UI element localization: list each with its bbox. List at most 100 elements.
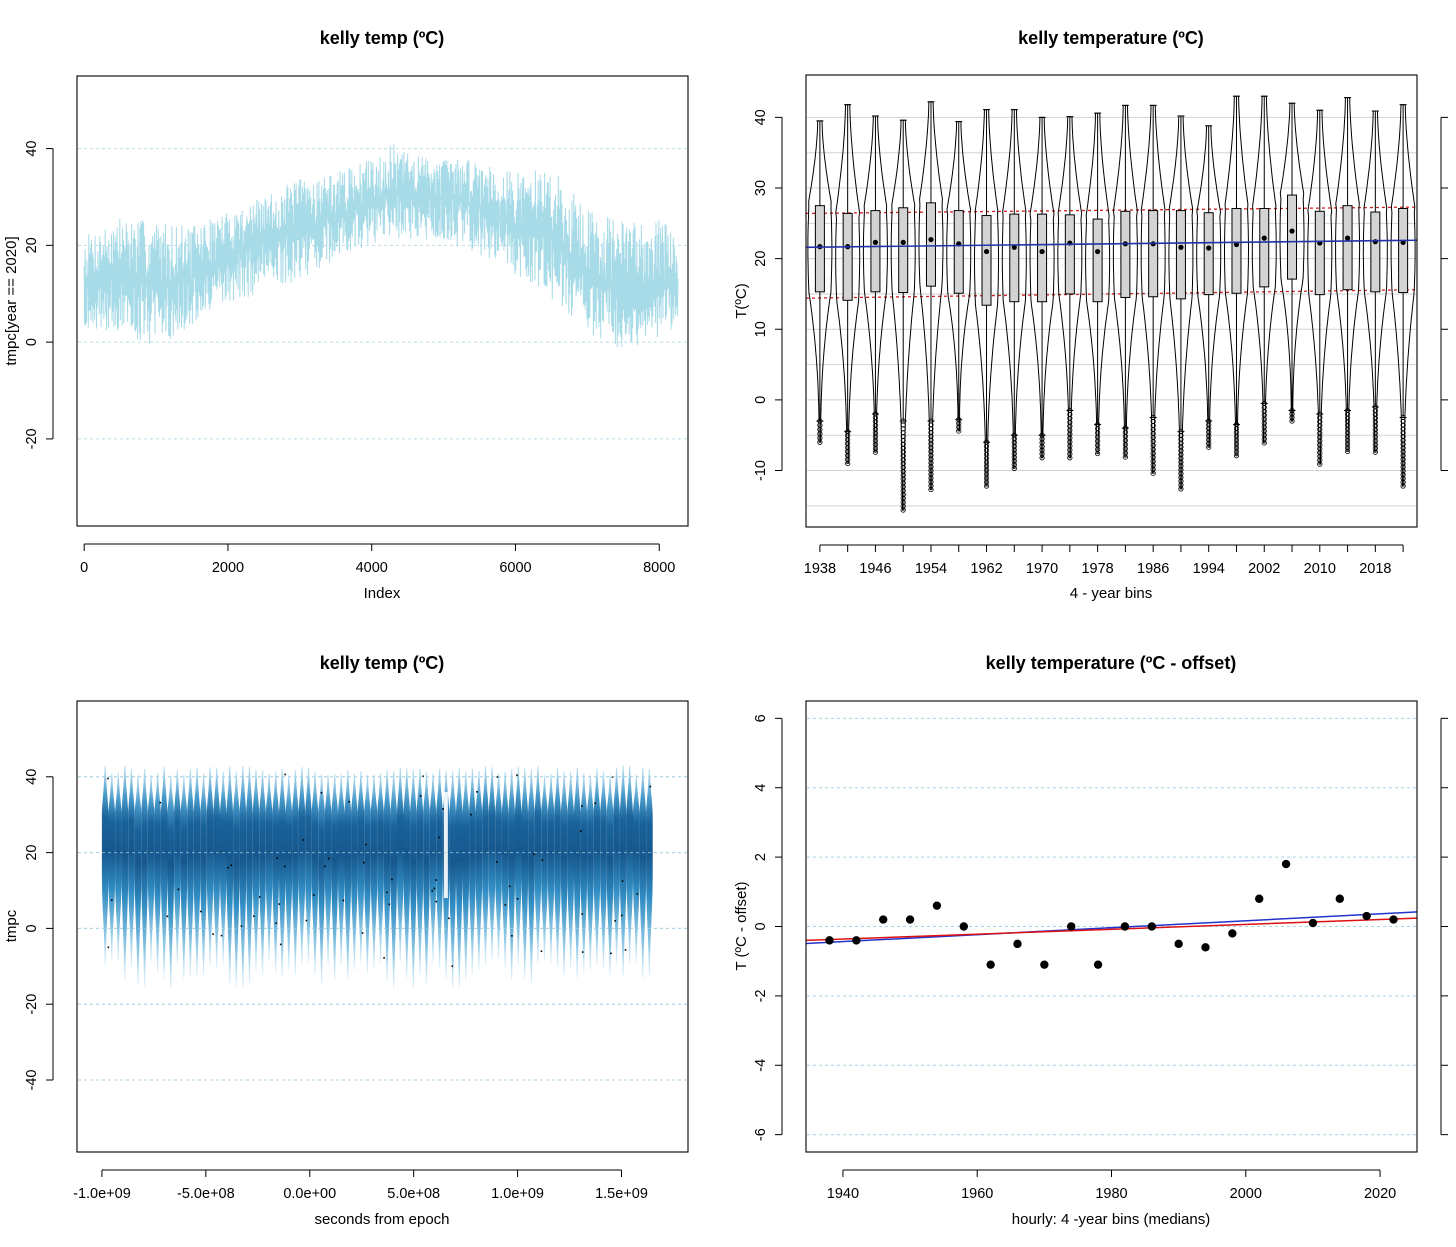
panel-2-outlier (983, 459, 990, 465)
panel-2-outlier (1317, 415, 1323, 421)
panel-3-point (620, 914, 623, 917)
panel-2-outlier (1067, 451, 1073, 457)
panel-2-outlier (1317, 461, 1323, 467)
panel-2-outlier (1178, 486, 1184, 492)
panel-2-outlier (1150, 430, 1156, 437)
panel-2-box (1314, 210, 1325, 296)
panel-3-density-spike (187, 769, 194, 976)
panel-3-point (110, 899, 113, 902)
panel-3-y-tick-label-left: 20 (24, 845, 40, 861)
panel-3-density-spike (167, 775, 175, 988)
panel-3-point (324, 865, 326, 868)
panel-2-box (1009, 213, 1020, 303)
panel-3-density-spike (626, 766, 633, 964)
panel-2-outlier (1372, 415, 1378, 421)
panel-3-density-spike (305, 768, 312, 963)
panel-2-outlier (1011, 436, 1017, 442)
panel-3-density-spike (646, 769, 653, 976)
panel-2-outlier (956, 420, 962, 427)
panel-2-outlier (1150, 458, 1156, 464)
panel-2-violin (1279, 102, 1305, 422)
panel-3-point (470, 813, 472, 816)
panel-2-outlier (1344, 422, 1351, 428)
panel-3-point (227, 866, 229, 869)
panel-2-outlier (928, 452, 934, 458)
panel-4-point (986, 960, 995, 969)
panel-2-outlier (1317, 434, 1323, 440)
panel-2-outlier (1178, 463, 1184, 469)
panel-2-outlier (1317, 411, 1323, 417)
panel-2-outlier (1206, 440, 1212, 447)
panel-3-point (212, 933, 214, 935)
panel-3-point (504, 904, 507, 906)
panel-2-median-point (1095, 248, 1101, 255)
panel-2-outlier (1067, 443, 1073, 449)
panel-2-outlier (1317, 453, 1323, 460)
panel-2-outlier (1011, 451, 1017, 457)
panel-4-point (1228, 929, 1237, 938)
panel-2-outlier (1344, 433, 1351, 440)
panel-2-outlier (1178, 467, 1184, 473)
panel-3-point (253, 915, 255, 918)
panel-2-outlier (900, 441, 906, 447)
panel-3-density-spike (462, 772, 470, 981)
panel-2-outlier (1067, 435, 1073, 441)
panel-3-density-spike (587, 775, 594, 970)
panel-2-box (1064, 214, 1075, 295)
panel-4-x-tick-label: 2000 (1230, 1186, 1262, 1202)
panel-2-outlier (1150, 414, 1156, 421)
panel-3-point (276, 857, 279, 859)
panel-3-density-spike (351, 773, 358, 970)
panel-3-density-spike (501, 771, 509, 968)
panel-2-outlier (928, 422, 934, 428)
panel-1-y-tick-label-left: 20 (24, 237, 40, 253)
panel-2-outlier (928, 475, 934, 481)
panel-3-point (540, 950, 543, 953)
panel-2-outlier (1400, 414, 1406, 421)
panel-3-density-spike (338, 774, 345, 966)
panel-2-x-tick-label: 1986 (1137, 561, 1169, 577)
panel-2-outlier (1233, 425, 1240, 432)
panel-3-point (435, 900, 438, 903)
panel-2-outlier (1122, 454, 1128, 460)
panel-2-trend-line (805, 239, 1418, 249)
panel-4-point (959, 922, 968, 931)
panel-4-point (1147, 922, 1156, 931)
panel-3-xlabel: seconds from epoch (314, 1211, 449, 1228)
panel-3-density-spike (383, 769, 391, 982)
panel-2-outlier (1372, 411, 1378, 418)
panel-2-outlier (1344, 430, 1351, 436)
panel-2-outlier (845, 437, 851, 443)
panel-2-outlier (1289, 414, 1295, 421)
panel-2-median-point (1233, 241, 1240, 248)
panel-2-x-tick-label: 2010 (1304, 561, 1336, 577)
panel-2-y-tick-label-left: 0 (753, 396, 769, 404)
panel-3-density-spike (108, 773, 116, 961)
panel-2-outlier (1289, 407, 1295, 414)
panel-2-outlier (1039, 443, 1045, 450)
panel-2-box (1120, 210, 1131, 298)
panel-2-outlier (983, 479, 990, 485)
panel-4-point (1120, 922, 1130, 931)
panel-2-outlier (1317, 419, 1323, 425)
panel-3-point (610, 952, 612, 955)
panel-3-density-spike (160, 766, 168, 979)
panel-2-outlier (1400, 433, 1406, 440)
panel-2-outlier (900, 437, 906, 444)
panel-3-point (621, 880, 624, 882)
panel-2-outlier (900, 453, 906, 459)
panel-2-outlier (1039, 447, 1045, 453)
panel-2-outlier (983, 451, 990, 457)
panel-2-outlier (1400, 445, 1406, 451)
panel-3-point (541, 859, 544, 862)
panel-3-density-spike (272, 772, 279, 973)
panel-3-density-spike (265, 773, 273, 962)
panel-2-outlier (983, 439, 990, 445)
panel-2-outlier (900, 484, 906, 490)
panel-3-density-spike (324, 774, 332, 965)
panel-3-density-spike (574, 767, 581, 978)
panel-3-point (199, 910, 202, 913)
panel-3-point (230, 864, 233, 867)
panel-3-point (496, 861, 498, 863)
panel-2-outlier (872, 430, 879, 436)
